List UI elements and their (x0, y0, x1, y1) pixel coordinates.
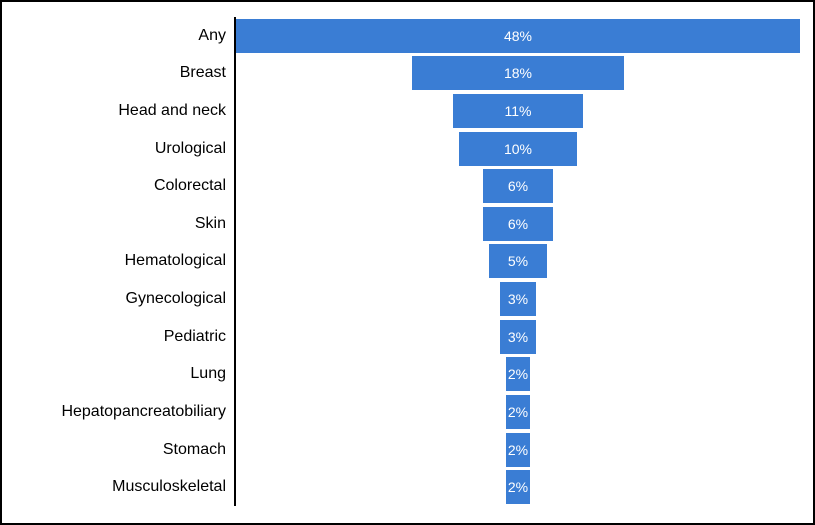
chart-row: Any 48% (2, 17, 813, 55)
category-label: Head and neck (118, 102, 226, 120)
funnel-bar: 6% (482, 206, 554, 241)
funnel-bar: 2% (506, 394, 530, 429)
bar-value-label: 11% (504, 103, 532, 120)
bar-value-label: 5% (507, 253, 529, 270)
chart-row: Hepatopancreatobiliary 2% (2, 393, 813, 431)
funnel-bar: 11% (453, 94, 583, 129)
chart-row: Urological 10% (2, 129, 813, 168)
plot-area: 2% (234, 355, 800, 394)
plot-area: 3% (234, 280, 800, 318)
funnel-bar: 2% (506, 432, 530, 467)
funnel-bar: 48% (236, 18, 800, 53)
plot-area: 2% (234, 468, 800, 506)
category-label: Hematological (124, 252, 226, 270)
bar-value-label: 2% (507, 441, 529, 458)
chart-row: Musculoskeletal 2% (2, 468, 813, 506)
chart-row: Breast 18% (2, 54, 813, 93)
plot-area: 2% (234, 430, 800, 469)
plot-area: 6% (234, 205, 800, 243)
funnel-bar: 3% (500, 319, 536, 354)
chart-row: Colorectal 6% (2, 167, 813, 206)
funnel-bar: 3% (500, 282, 536, 317)
category-label: Musculoskeletal (112, 478, 226, 496)
bar-value-label: 6% (507, 178, 529, 195)
plot-area: 18% (234, 54, 800, 93)
bar-value-label: 2% (507, 366, 529, 383)
category-label: Urological (154, 139, 226, 157)
chart-row: Hematological 5% (2, 242, 813, 281)
bar-value-label: 2% (507, 403, 529, 420)
chart-row: Gynecological 3% (2, 280, 813, 318)
funnel-bar: 2% (506, 357, 530, 392)
category-label: Colorectal (153, 177, 226, 195)
plot-area: 2% (234, 393, 800, 431)
bar-value-label: 10% (503, 140, 532, 157)
plot-area: 11% (234, 92, 800, 130)
category-label: Breast (179, 64, 226, 82)
bar-value-label: 3% (507, 291, 529, 308)
funnel-bar: 5% (488, 244, 548, 279)
bar-value-label: 6% (507, 215, 529, 232)
funnel-bar: 18% (412, 56, 624, 91)
chart-body: Any 48% Breast 18% Head and neck 11% Urologica… (2, 17, 813, 506)
plot-area: 3% (234, 317, 800, 356)
funnel-bar: 10% (459, 131, 577, 166)
chart-row: Stomach 2% (2, 430, 813, 469)
category-label: Lung (190, 365, 226, 383)
category-label: Skin (194, 214, 226, 232)
chart-row: Lung 2% (2, 355, 813, 394)
chart-row: Pediatric 3% (2, 317, 813, 356)
category-label: Pediatric (163, 327, 226, 345)
plot-area: 10% (234, 129, 800, 168)
bar-value-label: 18% (503, 65, 533, 82)
category-label: Hepatopancreatobiliary (61, 402, 226, 420)
bar-value-label: 2% (507, 479, 529, 496)
chart-row: Head and neck 11% (2, 92, 813, 130)
plot-area: 6% (234, 167, 800, 206)
category-label: Stomach (162, 440, 226, 458)
category-label: Any (198, 26, 226, 44)
category-label: Gynecological (125, 290, 227, 308)
plot-area: 48% (234, 17, 800, 55)
funnel-bar: 2% (506, 470, 530, 505)
bar-value-label: 48% (503, 27, 533, 44)
funnel-bar: 6% (482, 169, 554, 204)
chart-row: Skin 6% (2, 205, 813, 243)
bar-value-label: 3% (507, 328, 529, 345)
plot-area: 5% (234, 242, 800, 281)
